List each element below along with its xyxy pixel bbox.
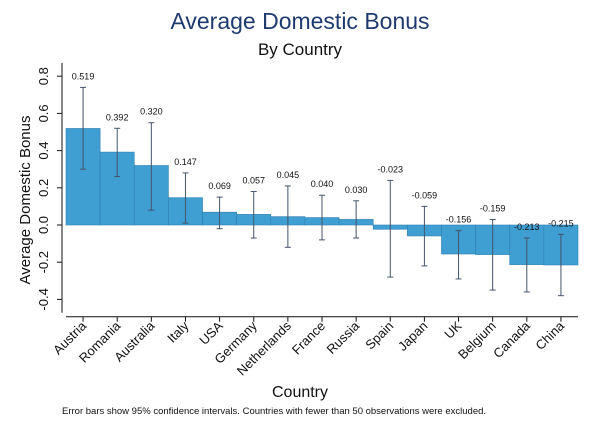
value-label-romania: 0.392 (106, 112, 129, 122)
value-label-usa: 0.069 (208, 181, 231, 191)
value-label-china: -0.215 (548, 218, 574, 228)
x-tick-label-italy: Italy (164, 318, 192, 346)
y-tick-label: -0.4 (36, 288, 51, 310)
value-label-germany: 0.057 (242, 176, 265, 186)
value-label-russia: 0.030 (345, 185, 368, 195)
x-tick-label-belgium: Belgium (455, 318, 499, 362)
value-label-france: 0.040 (311, 179, 334, 189)
x-tick-label-canada: Canada (490, 318, 533, 361)
y-axis-label: Average Domestic Bonus (17, 116, 34, 285)
x-tick-label-russia: Russia (324, 318, 363, 357)
x-tick-label-japan: Japan (395, 318, 431, 354)
y-tick-label: 0.2 (36, 179, 51, 197)
chart-subtitle: By Country (257, 40, 343, 59)
y-tick-label: 0.4 (36, 142, 51, 160)
value-label-austria: 0.519 (72, 71, 95, 81)
x-axis-label: Country (271, 384, 329, 401)
value-label-uk: -0.156 (446, 215, 472, 225)
y-tick-label: 0.6 (36, 104, 51, 122)
chart-title: Average Domestic Bonus (170, 8, 430, 34)
value-label-belgium: -0.159 (480, 203, 506, 213)
y-tick-label: 0.0 (36, 216, 51, 234)
value-label-japan: -0.059 (412, 190, 438, 200)
x-tick-label-usa: USA (196, 318, 226, 348)
chart-footnote: Error bars show 95% confidence intervals… (62, 406, 487, 417)
value-label-netherlands: 0.045 (277, 170, 300, 180)
x-tick-label-uk: UK (441, 318, 465, 342)
x-tick-label-france: France (289, 318, 328, 357)
value-label-spain: -0.023 (378, 164, 404, 174)
value-label-canada: -0.213 (514, 222, 540, 232)
y-tick-label: -0.2 (36, 251, 51, 273)
x-tick-label-spain: Spain (362, 318, 396, 352)
x-tick-label-china: China (532, 318, 567, 353)
value-label-australia: 0.320 (140, 107, 163, 117)
value-label-italy: 0.147 (174, 157, 197, 167)
y-tick-label: 0.8 (36, 67, 51, 85)
